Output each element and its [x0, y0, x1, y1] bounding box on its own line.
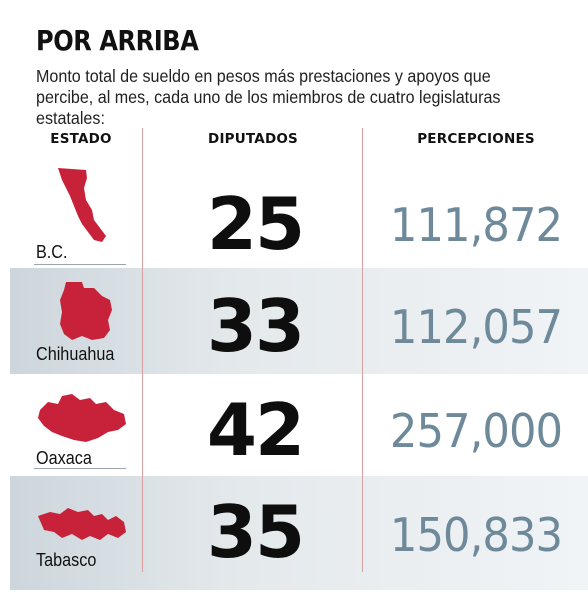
baja-california-map-icon [58, 168, 106, 242]
state-name: Tabasco [36, 550, 97, 570]
page-title: POR ARRIBA [36, 24, 199, 57]
column-header-percepciones: PERCEPCIONES [417, 131, 535, 147]
table-row: Oaxaca 42 257,000 [0, 372, 588, 476]
column-header-estado: ESTADO [50, 131, 112, 147]
column-header-diputados: DIPUTADOS [208, 131, 298, 147]
percepciones-value: 111,872 [389, 198, 563, 252]
percepciones-value: 112,057 [389, 300, 563, 354]
tabasco-map-icon [38, 508, 126, 540]
chihuahua-map-icon [60, 282, 112, 340]
table-row: Chihuahua 33 112,057 [0, 268, 588, 372]
state-name: Chihuahua [36, 344, 115, 364]
column-divider [362, 128, 363, 572]
row-rule [34, 468, 126, 469]
diputados-value: 35 [206, 490, 305, 574]
column-divider [142, 128, 143, 572]
table-row: B.C. 25 111,872 [0, 160, 588, 266]
diputados-value: 42 [206, 388, 305, 472]
row-rule [34, 264, 126, 265]
state-name: Oaxaca [36, 448, 92, 468]
percepciones-value: 150,833 [389, 508, 563, 562]
diputados-value: 25 [206, 182, 305, 266]
table-row: Tabasco 35 150,833 [0, 476, 588, 580]
page-subtitle: Monto total de sueldo en pesos más prest… [36, 66, 501, 128]
diputados-value: 33 [206, 284, 305, 368]
state-name: B.C. [36, 242, 68, 262]
percepciones-value: 257,000 [389, 404, 563, 458]
oaxaca-map-icon [38, 394, 126, 442]
